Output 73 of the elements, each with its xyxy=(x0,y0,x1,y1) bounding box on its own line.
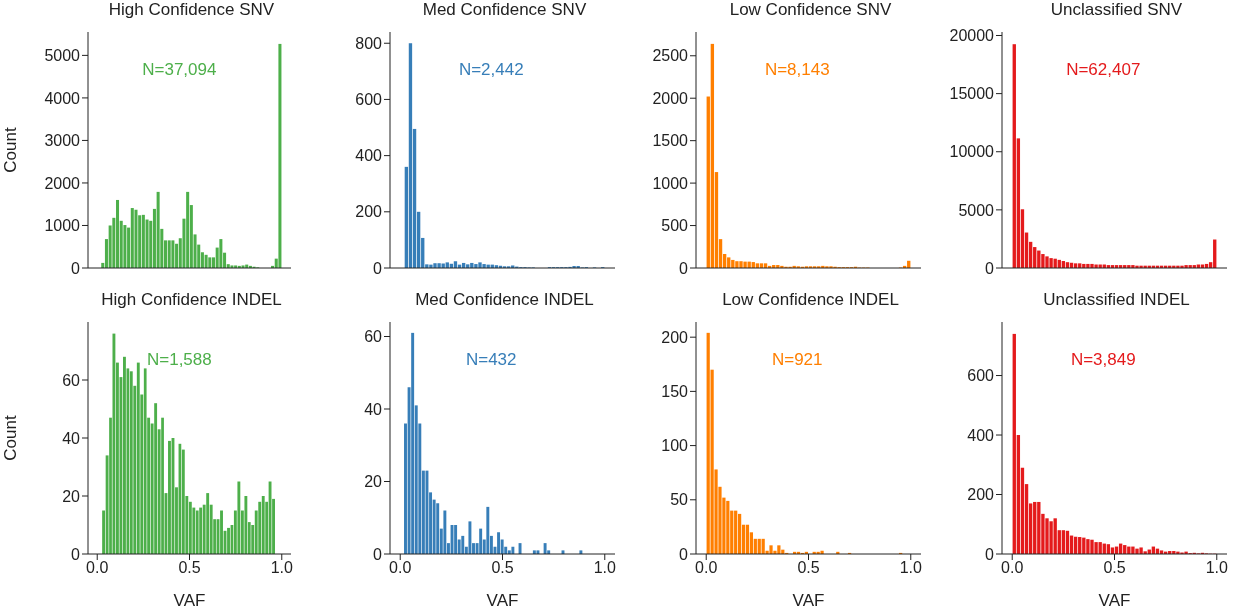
y-tick-label: 1500 xyxy=(652,132,689,150)
y-tick-label: 2000 xyxy=(652,89,689,107)
y-axis-title: Count xyxy=(1,415,21,461)
x-tick-label: 0.5 xyxy=(1103,559,1126,577)
annotation: N=2,442 xyxy=(457,60,525,81)
y-tick-label: 40 xyxy=(364,400,383,418)
annotation: N=432 xyxy=(464,349,518,370)
y-tick-label: 2500 xyxy=(652,47,689,65)
y-tick-label: 600 xyxy=(967,367,995,385)
x-tick-label: 0.0 xyxy=(389,559,412,577)
x-tick-label: 0.5 xyxy=(797,559,820,577)
chart-title: Low Confidence SNV xyxy=(728,0,893,21)
y-tick-label: 0 xyxy=(985,545,995,563)
y-tick-label: 400 xyxy=(355,147,383,165)
y-tick-label: 0 xyxy=(71,259,81,277)
y-tick-label: 150 xyxy=(661,383,689,401)
chart-title: High Confidence INDEL xyxy=(100,290,283,311)
annotation: N=1,588 xyxy=(145,349,213,370)
y-tick-label: 60 xyxy=(62,371,81,389)
annotation: N=62,407 xyxy=(1065,60,1142,81)
y-tick-label: 0 xyxy=(373,545,383,563)
chart-title: Med Confidence INDEL xyxy=(414,290,595,311)
x-tick-label: 0.0 xyxy=(86,559,109,577)
y-tick-label: 5000 xyxy=(958,201,995,219)
annotation: N=37,094 xyxy=(141,60,218,81)
y-tick-label: 200 xyxy=(355,203,383,221)
y-tick-label: 10000 xyxy=(949,143,995,161)
y-tick-label: 20 xyxy=(364,473,383,491)
y-tick-label: 50 xyxy=(670,491,689,509)
y-tick-label: 200 xyxy=(967,486,995,504)
y-tick-label: 1000 xyxy=(44,217,81,235)
y-tick-label: 500 xyxy=(661,217,689,235)
y-tick-label: 60 xyxy=(364,328,383,346)
y-tick-label: 40 xyxy=(62,429,81,447)
x-tick-label: 1.0 xyxy=(593,559,616,577)
x-tick-label: 1.0 xyxy=(899,559,922,577)
x-axis-title: VAF xyxy=(486,591,519,610)
y-tick-label: 0 xyxy=(679,259,689,277)
x-tick-label: 0.5 xyxy=(491,559,514,577)
y-tick-label: 100 xyxy=(661,437,689,455)
x-axis-title: VAF xyxy=(1098,591,1131,610)
y-tick-label: 4000 xyxy=(44,89,81,107)
x-tick-label: 0.0 xyxy=(695,559,718,577)
x-tick-label: 0.0 xyxy=(1001,559,1024,577)
y-tick-label: 0 xyxy=(985,259,995,277)
chart-title: Unclassified INDEL xyxy=(1042,290,1191,311)
annotation: N=8,143 xyxy=(763,60,831,81)
y-tick-label: 20 xyxy=(62,487,81,505)
y-tick-label: 20000 xyxy=(949,27,995,45)
y-tick-label: 800 xyxy=(355,34,383,52)
x-tick-label: 0.5 xyxy=(178,559,201,577)
annotation: N=921 xyxy=(770,349,824,370)
y-tick-label: 200 xyxy=(661,328,689,346)
x-axis-title: VAF xyxy=(792,591,825,610)
y-tick-label: 400 xyxy=(967,426,995,444)
y-tick-label: 3000 xyxy=(44,132,81,150)
y-tick-label: 600 xyxy=(355,91,383,109)
y-tick-label: 5000 xyxy=(44,47,81,65)
y-axis-title: Count xyxy=(1,127,21,173)
annotation: N=3,849 xyxy=(1069,349,1137,370)
y-tick-label: 0 xyxy=(373,259,383,277)
y-tick-label: 15000 xyxy=(949,85,995,103)
x-tick-label: 1.0 xyxy=(1205,559,1228,577)
y-tick-label: 1000 xyxy=(652,174,689,192)
y-tick-label: 0 xyxy=(71,545,81,563)
chart-title: Unclassified SNV xyxy=(1049,0,1184,21)
y-tick-label: 2000 xyxy=(44,174,81,192)
x-axis-title: VAF xyxy=(173,591,206,610)
chart-title: High Confidence SNV xyxy=(107,0,276,21)
chart-title: Low Confidence INDEL xyxy=(721,290,900,311)
chart-title: Med Confidence SNV xyxy=(421,0,588,21)
y-tick-label: 0 xyxy=(679,545,689,563)
x-tick-label: 1.0 xyxy=(270,559,293,577)
